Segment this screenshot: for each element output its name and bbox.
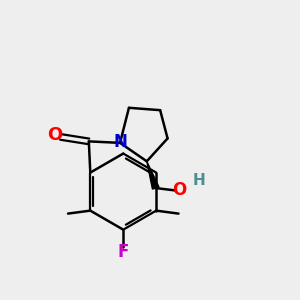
Polygon shape [147,161,159,189]
Text: H: H [193,172,206,188]
Text: O: O [48,125,63,143]
Text: O: O [172,182,186,200]
Text: N: N [113,133,127,151]
Text: F: F [118,243,129,261]
